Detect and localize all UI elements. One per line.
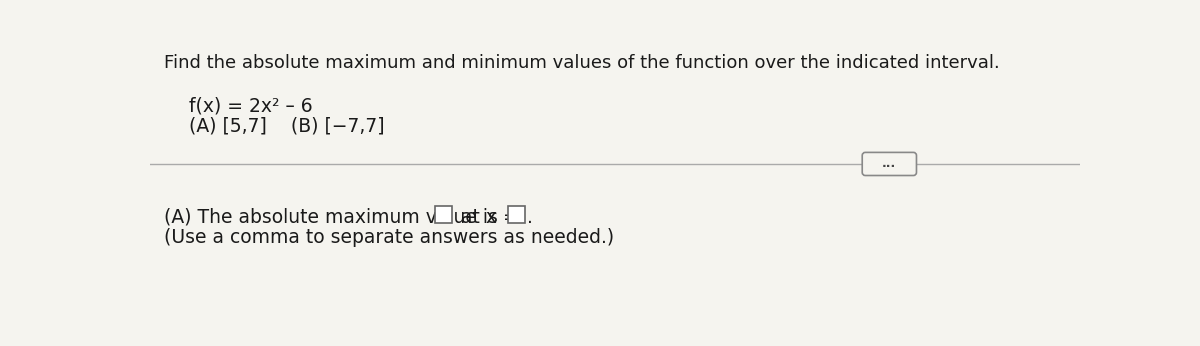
FancyBboxPatch shape xyxy=(436,206,452,223)
Text: ...: ... xyxy=(882,157,896,171)
Text: (A) [5,7]    (B) [−7,7]: (A) [5,7] (B) [−7,7] xyxy=(188,117,384,136)
Text: Find the absolute maximum and minimum values of the function over the indicated : Find the absolute maximum and minimum va… xyxy=(164,54,1000,72)
FancyBboxPatch shape xyxy=(508,206,526,223)
Text: f(x) = 2x² – 6: f(x) = 2x² – 6 xyxy=(188,96,312,115)
Text: (A) The absolute maximum value is: (A) The absolute maximum value is xyxy=(164,208,504,227)
Text: (Use a comma to separate answers as needed.): (Use a comma to separate answers as need… xyxy=(164,228,614,247)
Text: at x =: at x = xyxy=(455,208,520,227)
Text: .: . xyxy=(527,208,533,227)
FancyBboxPatch shape xyxy=(863,152,917,175)
